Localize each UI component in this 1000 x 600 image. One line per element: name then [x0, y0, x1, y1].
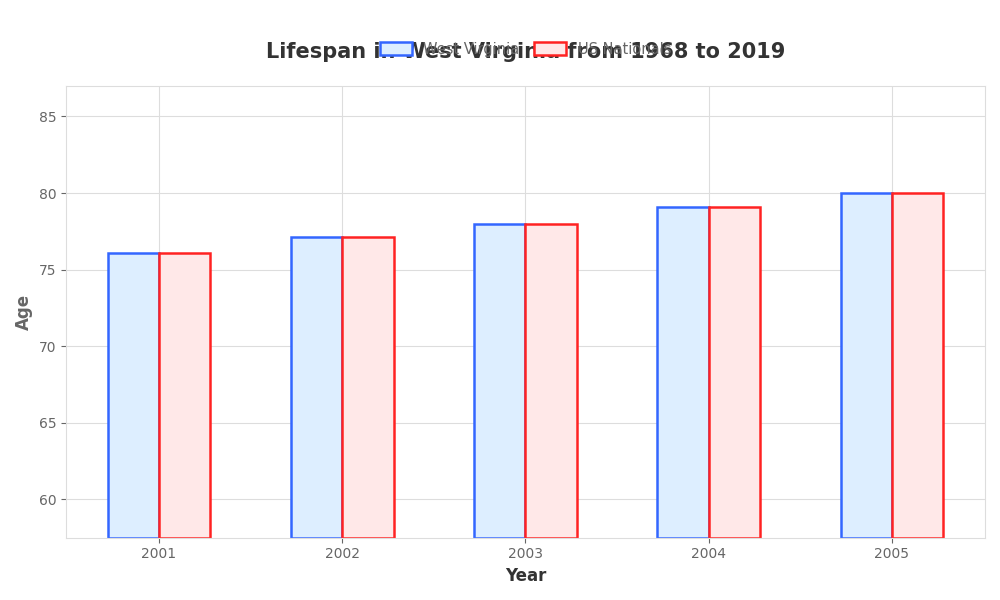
Bar: [159, 253, 210, 538]
Bar: [108, 253, 159, 538]
Bar: [892, 193, 943, 538]
Y-axis label: Age: Age: [15, 293, 33, 330]
Bar: [342, 238, 394, 538]
Legend: West Virginia, US Nationals: West Virginia, US Nationals: [372, 34, 679, 64]
Bar: [525, 224, 577, 538]
Title: Lifespan in West Virginia from 1968 to 2019: Lifespan in West Virginia from 1968 to 2…: [266, 42, 785, 62]
Bar: [474, 224, 525, 538]
Bar: [291, 238, 342, 538]
Bar: [841, 193, 892, 538]
Bar: [657, 207, 709, 538]
Bar: [709, 207, 760, 538]
X-axis label: Year: Year: [505, 567, 546, 585]
